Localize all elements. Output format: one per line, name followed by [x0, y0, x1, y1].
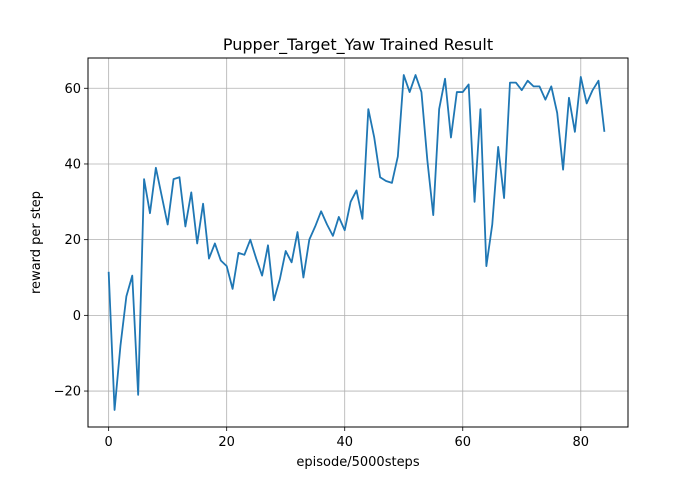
- x-tick-label: 80: [573, 435, 590, 450]
- ticks: 0 20 40 60 80 −20 0 20 40 60: [54, 82, 589, 450]
- y-tick-label: −20: [54, 385, 81, 400]
- x-tick-label: 40: [336, 435, 353, 450]
- x-tick-label: 60: [454, 435, 471, 450]
- x-tick-label: 20: [218, 435, 235, 450]
- y-tick-label: 0: [73, 309, 81, 324]
- plot-area-frame: [87, 57, 629, 428]
- y-axis-label: reward per step: [29, 191, 44, 294]
- series-layer: [107, 74, 606, 411]
- x-tick-label: 0: [105, 435, 113, 450]
- series-line: [107, 74, 606, 411]
- y-tick-label: 40: [64, 157, 81, 172]
- grid: [88, 58, 628, 427]
- y-tick-label: 20: [64, 233, 81, 248]
- chart-title: Pupper_Target_Yaw Trained Result: [223, 35, 493, 55]
- y-tick-label: 60: [64, 82, 81, 97]
- x-axis-label: episode/5000steps: [296, 455, 419, 470]
